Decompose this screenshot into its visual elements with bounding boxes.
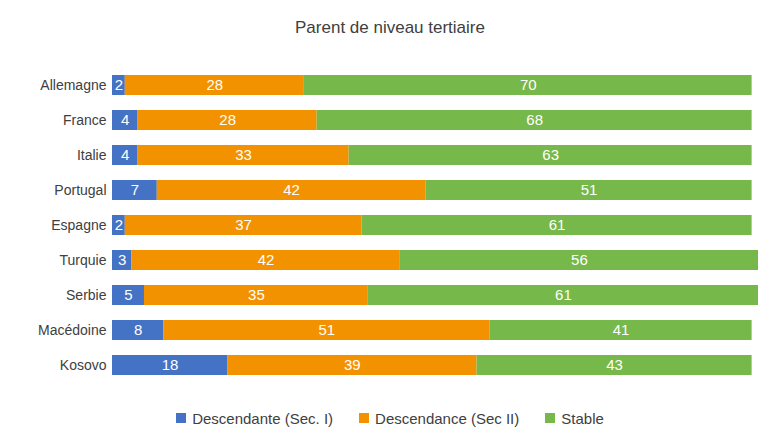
html-text:Descendance (Sec II): Descendance (Sec II) [375,409,520,427]
svg-text:56: 56 [571,251,588,268]
svg-text:Allemagne: Allemagne [40,77,106,93]
svg-text:28: 28 [206,76,223,93]
svg-text:42: 42 [283,181,300,198]
svg-text:Espagne: Espagne [51,217,106,233]
svg-text:Italie: Italie [77,147,107,163]
svg-text:4: 4 [121,146,129,163]
svg-text:39: 39 [344,356,361,373]
svg-text:8: 8 [134,321,142,338]
svg-text:France: France [63,112,107,128]
svg-text:Portugal: Portugal [54,182,106,198]
svg-text:51: 51 [318,321,335,338]
svg-text:61: 61 [555,286,572,303]
svg-text:63: 63 [542,146,559,163]
svg-text:7: 7 [131,181,139,198]
svg-text:Macédoine: Macédoine [38,322,107,338]
svg-text:68: 68 [526,111,543,128]
svg-text:Kosovo: Kosovo [60,357,107,373]
svg-text:2: 2 [115,76,123,93]
html-text:Parent de niveau tertiaire: Parent de niveau tertiaire [295,18,485,37]
svg-text:3: 3 [118,251,126,268]
svg-text:70: 70 [520,76,537,93]
html-text:Descendante (Sec. I): Descendante (Sec. I) [192,409,333,427]
svg-text:51: 51 [581,181,598,198]
svg-text:Turquie: Turquie [60,252,107,268]
svg-text:61: 61 [549,216,566,233]
svg-text:4: 4 [121,111,129,128]
svg-text:28: 28 [219,111,236,128]
svg-text:Serbie: Serbie [66,287,107,303]
svg-text:35: 35 [248,286,265,303]
svg-text:37: 37 [235,216,252,233]
svg-text:5: 5 [124,286,132,303]
svg-text:41: 41 [613,321,630,338]
svg-text:33: 33 [235,146,252,163]
html-text:Stable: Stable [561,409,604,427]
svg-text:43: 43 [606,356,623,373]
svg-text:2: 2 [115,216,123,233]
svg-text:42: 42 [258,251,275,268]
svg-text:18: 18 [162,356,179,373]
